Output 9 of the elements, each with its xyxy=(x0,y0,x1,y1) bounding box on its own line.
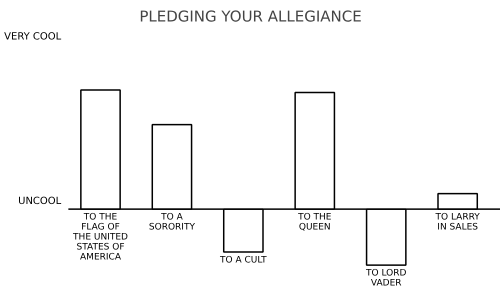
x-tick-label: TO THE FLAG OF THE UNITED STATES OF AMERICA xyxy=(72,212,128,263)
x-tick-label: TO LARRY IN SALES xyxy=(434,212,480,233)
x-tick-label: TO THE QUEEN xyxy=(297,212,332,233)
x-tick-label: TO A SORORITY xyxy=(148,212,196,233)
chart-title: PLEDGING YOUR ALLEGIANCE xyxy=(139,8,362,26)
text: VERY COOL xyxy=(4,31,62,42)
x-tick-label: TO LORD VADER xyxy=(365,268,406,289)
text: UNCOOL xyxy=(18,196,62,207)
x-tick-label: TO A CULT xyxy=(219,256,268,266)
